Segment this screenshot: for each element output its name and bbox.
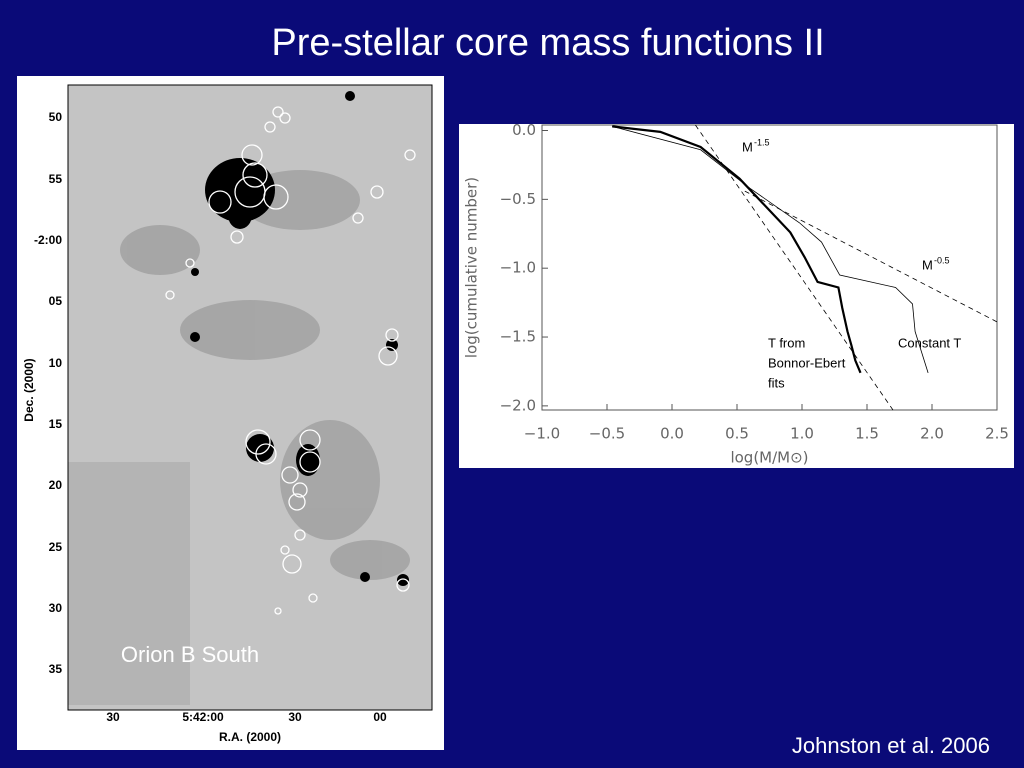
annotation: M (742, 139, 753, 154)
map-y-tick-label: 10 (49, 356, 63, 370)
map-x-tick-label: 30 (288, 710, 302, 724)
x-tick-label: −0.5 (589, 425, 625, 443)
map-x-tick-label: 30 (106, 710, 120, 724)
plot-frame (541, 124, 998, 411)
annotation: Constant T (898, 335, 961, 350)
x-tick-label: 0.5 (725, 425, 749, 443)
y-tick-label: −1.0 (500, 259, 536, 277)
series-line (695, 124, 894, 411)
annotation: Bonnor-Ebert (768, 355, 846, 370)
map-frame (67, 84, 433, 711)
map-y-tick-label: -2:00 (34, 233, 62, 247)
map-y-tick-label: 35 (49, 662, 63, 676)
series-line (612, 125, 862, 374)
annotation: T from (768, 335, 805, 350)
x-tick-label: 0.0 (660, 425, 684, 443)
y-tick-label: −0.5 (500, 190, 536, 208)
x-tick-label: 2.5 (985, 425, 1009, 443)
map-y-tick-label: 25 (49, 540, 63, 554)
annotation-sup: -0.5 (934, 255, 950, 265)
map-caption: Orion B South (121, 642, 259, 667)
map-y-tick-label: 50 (49, 110, 63, 124)
x-tick-label: 2.0 (920, 425, 944, 443)
y-tick-label: −1.5 (500, 328, 536, 346)
chart-panel (459, 124, 1014, 468)
map-inset (68, 462, 190, 705)
map-y-tick-label: 15 (49, 417, 63, 431)
x-tick-label: −1.0 (524, 425, 560, 443)
map-y-tick-label: 05 (49, 294, 63, 308)
map-x-tick-label: 00 (373, 710, 387, 724)
map-circles (165, 106, 416, 615)
y-axis-label: log(cumulative number) (463, 177, 481, 358)
map-texture (120, 170, 410, 580)
x-tick-label: 1.0 (790, 425, 814, 443)
map-x-tick-label: 5:42:00 (182, 710, 224, 724)
annotation-sup: -1.5 (754, 137, 770, 147)
map-y-tick-label: 30 (49, 601, 63, 615)
slide-title: Pre-stellar core mass functions II (271, 22, 824, 64)
map-y-label: Dec. (2000) (22, 358, 36, 421)
annotation: fits (768, 375, 785, 390)
y-tick-label: −2.0 (500, 396, 536, 414)
series-line (612, 125, 929, 373)
x-tick-label: 1.5 (855, 425, 879, 443)
map-cores (190, 91, 409, 586)
map-y-tick-label: 55 (49, 172, 63, 186)
y-tick-label: 0.0 (512, 121, 536, 139)
annotation: M (922, 257, 933, 272)
series-line (744, 190, 998, 323)
map-y-tick-label: 20 (49, 478, 63, 492)
citation: Johnston et al. 2006 (792, 733, 990, 758)
map-x-label: R.A. (2000) (219, 730, 281, 744)
x-axis-label: log(M/M⊙) (730, 449, 808, 467)
